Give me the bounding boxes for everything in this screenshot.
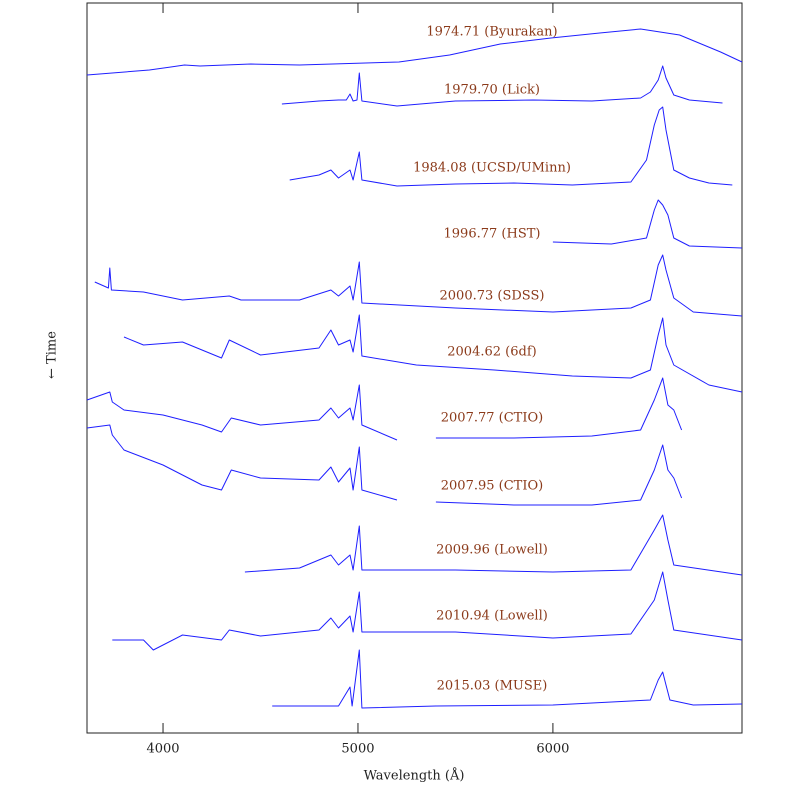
spectrum-label: 2007.95 (CTIO) [441, 479, 543, 494]
spectrum-label: 1974.71 (Byurakan) [426, 25, 557, 40]
spectrum-label: 1979.70 (Lick) [444, 83, 540, 98]
spectrum-label: 2010.94 (Lowell) [436, 609, 548, 624]
spectrum-line [123, 314, 743, 393]
x-tick-label: 5000 [341, 742, 374, 757]
spectrum-line [86, 28, 743, 76]
spectrum-line [272, 649, 743, 709]
spectrum-label: 2004.62 (6df) [447, 345, 536, 360]
x-axis-label: Wavelength (Å) [364, 768, 465, 784]
spectrum-line [86, 424, 683, 506]
spectrum-label: 2000.73 (SDSS) [440, 289, 545, 304]
spectrum-line [244, 514, 743, 576]
x-tick-label: 4000 [146, 742, 179, 757]
spectrum-label: 2015.03 (MUSE) [437, 679, 548, 694]
spectrum-line [289, 106, 733, 187]
x-tick-label: 6000 [536, 742, 569, 757]
spectrum-label: 1996.77 (HST) [444, 227, 541, 242]
spectrum-label: 2007.77 (CTIO) [441, 411, 543, 426]
plot-frame [86, 2, 743, 734]
spectrum-line [94, 254, 743, 317]
y-axis-label: ← Time [45, 331, 60, 379]
spectrum-line [281, 65, 723, 107]
spectrum-line [552, 199, 743, 249]
spectrum-label: 2009.96 (Lowell) [436, 543, 548, 558]
spectrum-line [86, 377, 683, 441]
spectrum-line [112, 571, 743, 651]
spectrum-label: 1984.08 (UCSD/UMinn) [413, 161, 571, 176]
